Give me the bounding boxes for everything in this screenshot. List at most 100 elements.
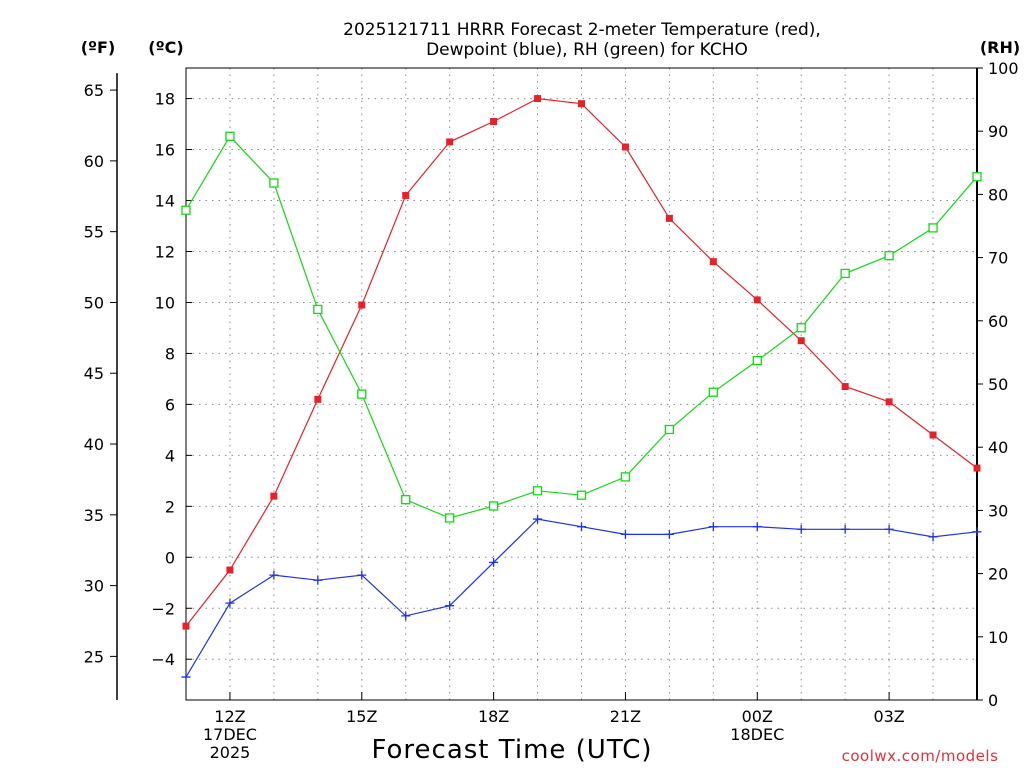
credit-label: coolwx.com/models	[842, 747, 999, 765]
temperature-point	[226, 566, 234, 574]
rh-point	[488, 501, 499, 511]
temperature-point	[929, 431, 937, 439]
rh-tick-label: 70	[988, 249, 1008, 268]
celsius-tick-label: −4	[151, 650, 175, 669]
tick-labels-layer: −4 −2 0 2 4 6 8 10 12 14 16 18 25 30 35 40 45 50 55 60 65 0 10…	[84, 59, 1019, 762]
temperature-point	[578, 100, 585, 108]
fahrenheit-tick-label: 60	[84, 152, 104, 171]
celsius-tick-label: 18	[155, 90, 175, 109]
fahrenheit-tick-label: 65	[84, 81, 104, 100]
rh-point	[532, 486, 543, 496]
temperature-point	[841, 383, 849, 391]
fahrenheit-tick-label: 25	[84, 647, 104, 666]
temperature-point	[446, 138, 454, 146]
grid-layer	[186, 68, 977, 700]
fahrenheit-tick-label: 45	[84, 364, 104, 383]
x-tick-label: 12Z	[214, 707, 245, 726]
fahrenheit-tick-label: 50	[84, 293, 104, 312]
rh-point	[928, 223, 938, 233]
temperature-point	[665, 214, 673, 222]
rh-point	[840, 268, 850, 279]
x-tick-label: 00Z	[742, 707, 773, 726]
celsius-unit-label: (ºC)	[148, 38, 183, 57]
temperature-point	[490, 118, 498, 126]
dewpoint-point	[225, 598, 235, 608]
dewpoint-point	[796, 524, 806, 534]
dewpoint-point	[972, 527, 982, 537]
temperature-point	[621, 143, 629, 151]
dewpoint-point	[313, 575, 323, 585]
rh-point	[576, 490, 587, 500]
dewpoint-point	[708, 522, 718, 532]
rh-tick-label: 20	[988, 565, 1008, 584]
fahrenheit-tick-label: 35	[84, 506, 104, 525]
celsius-tick-label: 14	[155, 192, 175, 211]
fahrenheit-tick-label: 55	[84, 223, 104, 242]
series-layer	[181, 95, 982, 682]
rh-point	[357, 389, 367, 399]
temperature-point	[358, 301, 366, 309]
rh-point	[225, 131, 235, 141]
rh-unit-label: (RH)	[980, 38, 1020, 57]
celsius-tick-label: 4	[165, 446, 175, 465]
x-tick-label: 15Z	[346, 707, 377, 726]
rh-tick-label: 100	[988, 59, 1019, 78]
dewpoint-point	[181, 672, 191, 682]
celsius-tick-label: 12	[155, 242, 175, 261]
rh-tick-label: 30	[988, 501, 1008, 520]
fahrenheit-unit-label: (ºF)	[81, 38, 116, 57]
dewpoint-point	[269, 570, 279, 580]
rh-point	[401, 495, 411, 505]
rh-tick-label: 40	[988, 438, 1008, 457]
celsius-tick-label: 2	[165, 497, 175, 516]
temperature-point	[270, 492, 278, 500]
x-tick-label: 21Z	[610, 707, 641, 726]
chart-title-line-2: Dewpoint (blue), RH (green) for KCHO	[426, 40, 748, 60]
celsius-tick-label: 6	[165, 395, 175, 414]
rh-tick-label: 10	[988, 628, 1008, 647]
temperature-point	[885, 398, 893, 406]
dewpoint-point	[620, 529, 630, 539]
temperature-point	[314, 395, 322, 403]
chart-title-line-1: 2025121711 HRRR Forecast 2-meter Tempera…	[343, 20, 821, 40]
temperature-point	[753, 296, 761, 304]
celsius-tick-label: 10	[155, 293, 175, 312]
dewpoint-point	[664, 529, 674, 539]
x-tick-label: 18Z	[478, 707, 509, 726]
dewpoint-point	[928, 532, 938, 542]
x-axis-title: Forecast Time (UTC)	[371, 735, 652, 765]
dewpoint-point	[445, 601, 455, 611]
dewpoint-point	[577, 522, 586, 532]
temperature-point	[182, 622, 190, 630]
x-tick-label: 18DEC	[730, 725, 784, 744]
rh-point	[269, 178, 279, 188]
x-tick-label: 17DEC	[203, 725, 257, 744]
celsius-tick-label: 8	[165, 344, 175, 363]
dewpoint-point	[357, 570, 367, 580]
rh-point	[181, 205, 191, 215]
fahrenheit-tick-label: 30	[84, 577, 104, 596]
x-tick-label: 03Z	[873, 707, 904, 726]
temperature-point	[973, 464, 981, 472]
temperature-point	[402, 191, 410, 199]
rh-point	[752, 355, 762, 366]
rh-point	[884, 251, 894, 261]
temperature-point	[534, 95, 542, 103]
temperature-point	[797, 337, 805, 345]
x-tick-label: 2025	[210, 743, 251, 762]
rh-tick-label: 50	[988, 375, 1008, 394]
dewpoint-point	[752, 522, 762, 532]
dewpoint-point	[489, 557, 499, 567]
celsius-tick-label: 0	[165, 548, 175, 567]
dewpoint-point	[401, 611, 411, 621]
rh-tick-label: 60	[988, 312, 1008, 331]
rh-tick-label: 90	[988, 122, 1008, 141]
rh-point	[664, 424, 675, 435]
rh-point	[620, 472, 631, 482]
rh-point	[972, 172, 982, 182]
dewpoint-point	[884, 524, 894, 534]
dewpoint-point	[840, 524, 850, 534]
rh-tick-label: 80	[988, 185, 1008, 204]
